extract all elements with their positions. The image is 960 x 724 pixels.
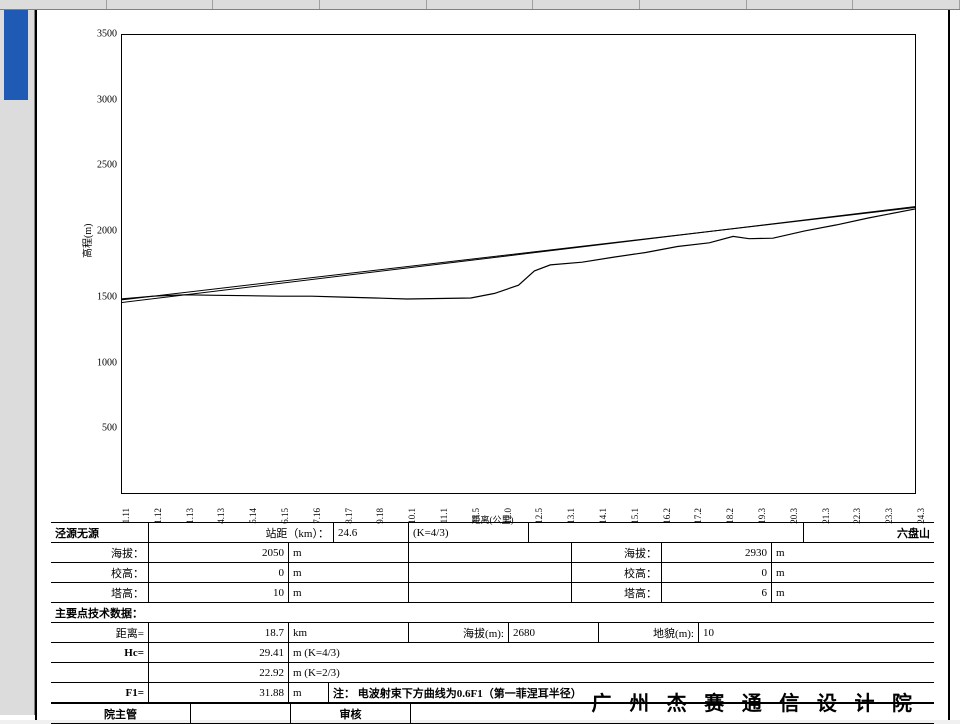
tree-a-unit: m xyxy=(289,563,409,582)
tower-b-label: 塔高： xyxy=(572,583,662,602)
hc-unit: m (K=4/3) xyxy=(289,643,934,662)
x-tick: 17.2 xyxy=(693,508,703,524)
hc-label: Hc= xyxy=(51,643,149,662)
x-tick: 5.14 xyxy=(248,508,258,524)
x-tick: 1.11 xyxy=(121,508,131,523)
x-tick: 11.1 xyxy=(439,508,449,523)
obs-alt-value: 2680 xyxy=(509,623,599,642)
tree-b-value: 0 xyxy=(662,563,772,582)
y-tick: 3500 xyxy=(89,29,117,40)
tree-b-unit: m xyxy=(772,563,934,582)
alt-b-unit: m xyxy=(772,543,934,562)
y-tick: 3000 xyxy=(89,94,117,105)
d-unit: km xyxy=(289,623,409,642)
selection-strip xyxy=(4,10,28,100)
alt-a-label: 海拔： xyxy=(51,543,149,562)
company-name: 广 州 杰 赛 通 信 设 计 院 xyxy=(592,687,918,716)
tower-b-value: 6 xyxy=(662,583,772,602)
sign-left: 院主管 xyxy=(51,704,191,723)
x-tick: 8.17 xyxy=(344,508,354,524)
alt-a-value: 2050 xyxy=(149,543,289,562)
x-tick: 7.16 xyxy=(312,508,322,524)
x-tick: 10.1 xyxy=(407,508,417,524)
spreadsheet-frame: 高程(m) 距离(公里) 500100015002000250030003500… xyxy=(0,0,960,720)
x-tick: 19.3 xyxy=(757,508,767,524)
x-tick: 18.2 xyxy=(725,508,735,524)
f1-value: 31.88 xyxy=(149,683,289,702)
x-tick: 16.2 xyxy=(662,508,672,524)
x-tick: 6.15 xyxy=(280,508,290,524)
f1-unit: m xyxy=(289,683,329,702)
y-tick: 2500 xyxy=(89,160,117,171)
hc2-unit: m (K=2/3) xyxy=(289,663,934,682)
row-margin xyxy=(0,10,35,715)
x-tick: 12.0 xyxy=(503,508,513,524)
y-tick: 2000 xyxy=(89,226,117,237)
tree-a-value: 0 xyxy=(149,563,289,582)
tree-a-label: 校高： xyxy=(51,563,149,582)
alt-b-label: 海拔： xyxy=(572,543,662,562)
y-tick: 1500 xyxy=(89,291,117,302)
alt-a-unit: m xyxy=(289,543,409,562)
x-tick: 14.1 xyxy=(598,508,608,524)
tower-a-unit: m xyxy=(289,583,409,602)
tower-a-value: 10 xyxy=(149,583,289,602)
alt-b-value: 2930 xyxy=(662,543,772,562)
y-tick: 1000 xyxy=(89,357,117,368)
x-tick: 15.1 xyxy=(630,508,640,524)
tree-b-label: 校高： xyxy=(572,563,662,582)
tech-header: 主要点技术数据： xyxy=(51,603,934,622)
obs-terrain-value: 10 xyxy=(699,623,934,642)
tower-a-label: 塔高： xyxy=(51,583,149,602)
obs-terrain-label: 地貌(m): xyxy=(599,623,699,642)
d-label: 距离= xyxy=(51,623,149,642)
x-tick: 4.13 xyxy=(216,508,226,524)
hc2-value: 22.92 xyxy=(149,663,289,682)
y-tick: 500 xyxy=(89,423,117,434)
obs-alt-label: 海拔(m): xyxy=(409,623,509,642)
x-tick: 13.1 xyxy=(566,508,576,524)
document-page: 高程(m) 距离(公里) 500100015002000250030003500… xyxy=(35,10,950,720)
x-tick: 20.3 xyxy=(789,508,799,524)
f1-label: F1= xyxy=(51,683,149,702)
x-tick: 22.3 xyxy=(852,508,862,524)
x-tick: 11.5 xyxy=(471,508,481,523)
x-tick: 24.3 xyxy=(916,508,926,524)
distance-value: 24.6 xyxy=(334,523,409,542)
hc-value: 29.41 xyxy=(149,643,289,662)
distance-label: 站距（km）： xyxy=(149,523,334,542)
site-a-name: 泾源无源 xyxy=(51,523,149,542)
site-b-name: 六盘山 xyxy=(804,523,934,542)
profile-chart: 高程(m) 距离(公里) 500100015002000250030003500… xyxy=(59,28,926,518)
x-tick: 1.12 xyxy=(153,508,163,524)
chart-lines xyxy=(121,34,916,494)
x-tick: 23.3 xyxy=(884,508,894,524)
tower-b-unit: m xyxy=(772,583,934,602)
column-headers xyxy=(0,0,960,10)
x-tick: 12.5 xyxy=(534,508,544,524)
x-tick: 21.3 xyxy=(821,508,831,524)
x-tick: 9.18 xyxy=(375,508,385,524)
d-value: 18.7 xyxy=(149,623,289,642)
sign-mid: 审核 xyxy=(291,704,411,723)
x-tick: 1.13 xyxy=(185,508,195,524)
